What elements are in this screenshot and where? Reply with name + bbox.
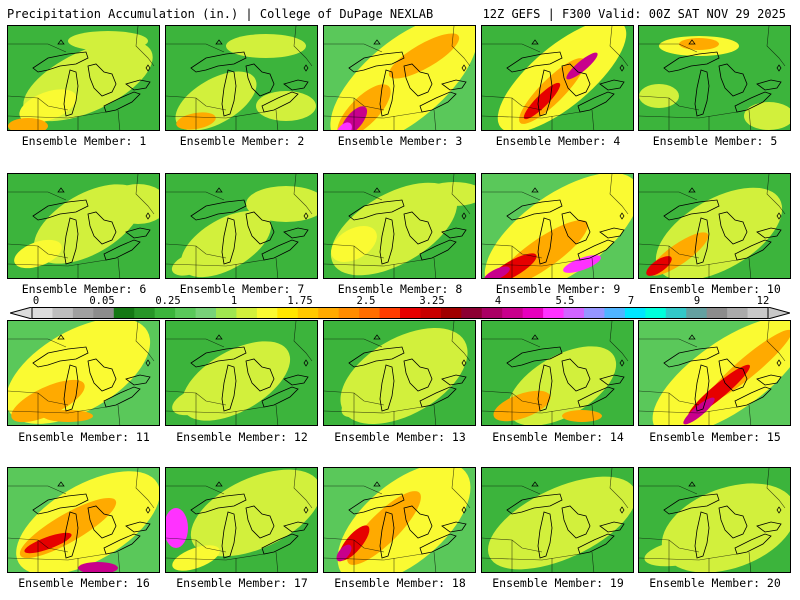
- colorbar-min-arrow: [10, 307, 33, 319]
- colorbar-swatch: [379, 307, 401, 319]
- ensemble-member-map: [323, 467, 476, 573]
- precip-colorbar: [10, 307, 790, 319]
- colorbar-swatch: [543, 307, 565, 319]
- colorbar-swatch: [481, 307, 503, 319]
- colorbar-tick-label: 0.25: [155, 295, 181, 307]
- ensemble-member-map: [638, 467, 791, 573]
- colorbar-swatch: [297, 307, 319, 319]
- colorbar-swatch: [32, 307, 54, 319]
- ensemble-member-label: Ensemble Member: 20: [649, 576, 781, 590]
- colorbar-swatch: [645, 307, 667, 319]
- ensemble-member-label: Ensemble Member: 8: [337, 282, 463, 296]
- colorbar-swatch: [686, 307, 708, 319]
- ensemble-member-map: [638, 25, 791, 131]
- model-run-info: 12Z GEFS | F300 Valid: 00Z SAT NOV 29 20…: [482, 7, 786, 21]
- colorbar-tick-label: 0.05: [89, 295, 115, 307]
- colorbar-tick-label: 1: [230, 295, 238, 307]
- colorbar-swatch: [72, 307, 94, 319]
- colorbar-swatch: [461, 307, 483, 319]
- colorbar-max-arrow: [767, 307, 790, 319]
- ensemble-member-label: Ensemble Member: 1: [21, 134, 147, 148]
- ensemble-member-map: [323, 25, 476, 131]
- colorbar-swatch: [420, 307, 442, 319]
- ensemble-member-map: [7, 25, 160, 131]
- ensemble-member-map: [7, 467, 160, 573]
- colorbar-swatch: [706, 307, 728, 319]
- ensemble-member-map: [7, 320, 160, 426]
- colorbar-swatch: [134, 307, 156, 319]
- ensemble-member-label: Ensemble Member: 13: [334, 430, 466, 444]
- ensemble-member-label: Ensemble Member: 18: [334, 576, 466, 590]
- colorbar-swatch: [440, 307, 462, 319]
- ensemble-member-label: Ensemble Member: 19: [492, 576, 624, 590]
- ensemble-member-label: Ensemble Member: 3: [337, 134, 463, 148]
- colorbar-swatch: [522, 307, 544, 319]
- colorbar-swatch: [502, 307, 524, 319]
- colorbar-swatch: [604, 307, 626, 319]
- ensemble-member-label: Ensemble Member: 11: [18, 430, 150, 444]
- colorbar-swatch: [400, 307, 422, 319]
- colorbar-tick-label: 7: [627, 295, 635, 307]
- chart-title: Precipitation Accumulation (in.) | Colle…: [7, 7, 434, 21]
- colorbar-swatch: [359, 307, 381, 319]
- colorbar-swatch: [216, 307, 238, 319]
- ensemble-member-label: Ensemble Member: 12: [176, 430, 308, 444]
- ensemble-member-map: [165, 467, 318, 573]
- ensemble-member-map: [165, 173, 318, 279]
- colorbar-swatch: [52, 307, 74, 319]
- colorbar-swatch: [175, 307, 197, 319]
- colorbar-swatch: [747, 307, 769, 319]
- colorbar-swatch: [665, 307, 687, 319]
- colorbar-tick-label: 2.5: [356, 295, 376, 307]
- ensemble-member-map: [323, 320, 476, 426]
- ensemble-member-label: Ensemble Member: 14: [492, 430, 624, 444]
- colorbar-tick-label: 12: [756, 295, 770, 307]
- ensemble-member-map: [481, 320, 634, 426]
- ensemble-member-label: Ensemble Member: 4: [495, 134, 621, 148]
- colorbar-tick-label: 4: [494, 295, 502, 307]
- colorbar-swatch: [113, 307, 135, 319]
- colorbar-swatch: [584, 307, 606, 319]
- ensemble-member-label: Ensemble Member: 17: [176, 576, 308, 590]
- ensemble-member-map: [165, 320, 318, 426]
- colorbar-swatch: [154, 307, 176, 319]
- ensemble-member-label: Ensemble Member: 16: [18, 576, 150, 590]
- ensemble-member-label: Ensemble Member: 9: [495, 282, 621, 296]
- ensemble-member-map: [481, 173, 634, 279]
- ensemble-member-label: Ensemble Member: 7: [179, 282, 305, 296]
- colorbar-swatch: [624, 307, 646, 319]
- colorbar-tick-label: 3.25: [419, 295, 445, 307]
- colorbar-swatch: [195, 307, 217, 319]
- ensemble-member-map: [7, 173, 160, 279]
- ensemble-member-map: [165, 25, 318, 131]
- ensemble-member-map: [638, 173, 791, 279]
- ensemble-member-map: [323, 173, 476, 279]
- colorbar-swatch: [338, 307, 360, 319]
- colorbar-tick-label: 5.5: [555, 295, 575, 307]
- ensemble-member-label: Ensemble Member: 5: [652, 134, 778, 148]
- colorbar-tick-label: 1.75: [287, 295, 313, 307]
- ensemble-member-label: Ensemble Member: 6: [21, 282, 147, 296]
- ensemble-member-map: [481, 467, 634, 573]
- colorbar-swatch: [256, 307, 278, 319]
- colorbar-swatch: [318, 307, 340, 319]
- ensemble-member-label: Ensemble Member: 10: [649, 282, 781, 296]
- ensemble-member-map: [638, 320, 791, 426]
- ensemble-member-label: Ensemble Member: 2: [179, 134, 305, 148]
- ensemble-member-map: [481, 25, 634, 131]
- colorbar-tick-label: 9: [693, 295, 701, 307]
- colorbar-swatch: [277, 307, 299, 319]
- ensemble-member-label: Ensemble Member: 15: [649, 430, 781, 444]
- colorbar-swatch: [727, 307, 749, 319]
- colorbar-tick-label: 0: [32, 295, 40, 307]
- colorbar-swatch: [93, 307, 115, 319]
- colorbar-swatch: [236, 307, 258, 319]
- colorbar-swatch: [563, 307, 585, 319]
